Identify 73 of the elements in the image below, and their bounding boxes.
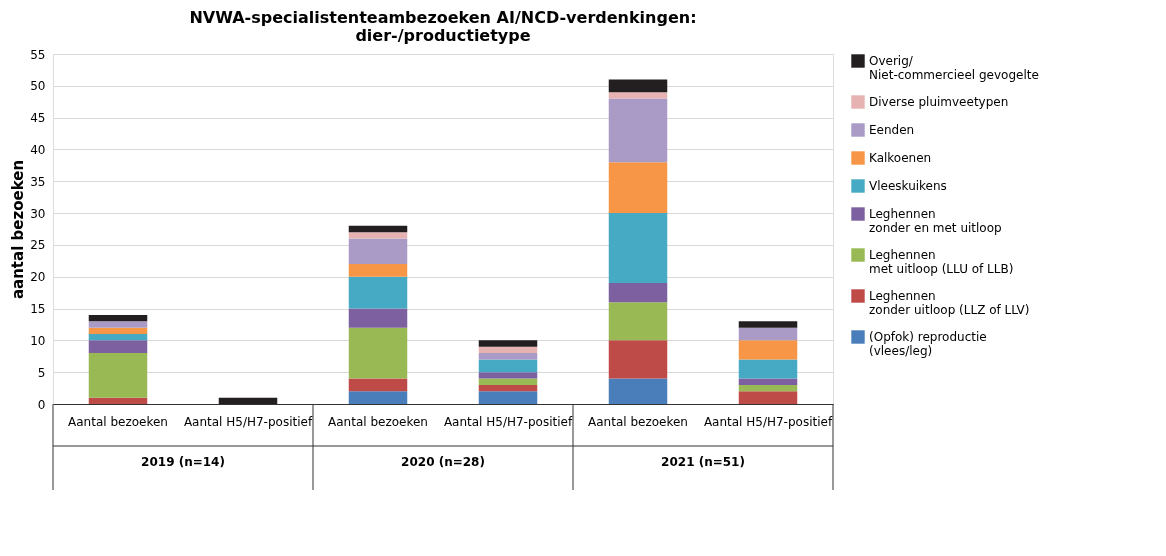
y-tick-label: 55	[30, 47, 46, 62]
y-tick-label: 5	[37, 365, 46, 380]
bar	[738, 384, 798, 392]
bar	[88, 397, 148, 404]
bar	[608, 302, 668, 341]
bar	[348, 391, 408, 404]
bar	[478, 346, 538, 354]
bar	[348, 232, 408, 239]
bar	[478, 353, 538, 360]
bar	[738, 378, 798, 385]
bar	[608, 378, 668, 404]
legend-label: Overig/ Niet-commercieel gevogelte	[869, 54, 1039, 82]
bar	[348, 238, 408, 264]
legend-label: Vleeskuikens	[869, 179, 947, 193]
x-tick-label: Aantal bezoeken	[328, 414, 428, 429]
legend-label: (Opfok) reproductie (vlees/leg)	[869, 330, 987, 358]
legend-label: Eenden	[869, 123, 915, 137]
x-tick-label: Aantal H5/H7-positief	[183, 414, 313, 429]
bar	[738, 391, 798, 404]
y-tick-label: 25	[30, 238, 46, 253]
bar	[218, 397, 278, 404]
bar	[478, 340, 538, 347]
bar	[478, 391, 538, 404]
y-tick-label: 20	[30, 270, 46, 285]
text: 2019 (n=14)	[141, 455, 225, 469]
y-tick-label: 45	[30, 111, 46, 126]
bar	[608, 283, 668, 303]
bar	[608, 92, 668, 99]
bar	[348, 378, 408, 392]
bar	[88, 340, 148, 354]
y-tick-label: 10	[30, 333, 46, 348]
bar	[608, 162, 668, 214]
legend-label: Kalkoenen	[869, 151, 932, 165]
legend-label: Leghennen met uitloop (LLU of LLB)	[869, 248, 1014, 276]
bar	[88, 353, 148, 398]
bar	[478, 378, 538, 385]
x-tick-label: Aantal bezoeken	[588, 414, 688, 429]
y-tick-label: 15	[30, 302, 46, 317]
y-tick-label: 35	[30, 174, 46, 189]
bar	[738, 359, 798, 379]
y-tick-label: 30	[30, 206, 46, 221]
x-tick-label: Aantal H5/H7-positief	[443, 414, 573, 429]
y-tick-label: 0	[37, 397, 46, 412]
bar	[348, 276, 408, 309]
legend-label: Leghennen zonder uitloop (LLZ of LLV)	[869, 289, 1030, 317]
bar	[348, 225, 408, 233]
y-axis-title: aantal bezoeken	[9, 159, 28, 300]
bar	[88, 314, 148, 322]
bar	[478, 372, 538, 379]
bar	[608, 213, 668, 284]
text: 2021 (n=51)	[661, 455, 745, 469]
bar	[608, 98, 668, 163]
chart-title: NVWA-specialistenteambezoeken AI/NCD-verdenkingen: dier-/productietype	[189, 8, 697, 45]
text: 2020 (n=28)	[401, 455, 485, 469]
bar	[478, 384, 538, 392]
y-tick-label: 50	[30, 79, 46, 94]
x-tick-label: Aantal bezoeken	[68, 414, 168, 429]
bar	[88, 334, 148, 341]
bar	[738, 321, 798, 328]
bar	[608, 79, 668, 93]
bar	[348, 327, 408, 379]
bar	[348, 308, 408, 328]
y-tick-label: 40	[30, 142, 46, 157]
legend-label: Leghennen zonder en met uitloop	[869, 207, 1002, 235]
bar	[88, 321, 148, 328]
legend-label: Diverse pluimveetypen	[869, 95, 1009, 109]
bar	[478, 359, 538, 373]
x-tick-label: Aantal H5/H7-positief	[703, 414, 833, 429]
bar	[348, 264, 408, 277]
bar	[88, 327, 148, 334]
bar	[608, 340, 668, 379]
bar	[738, 340, 798, 360]
bar	[738, 327, 798, 341]
